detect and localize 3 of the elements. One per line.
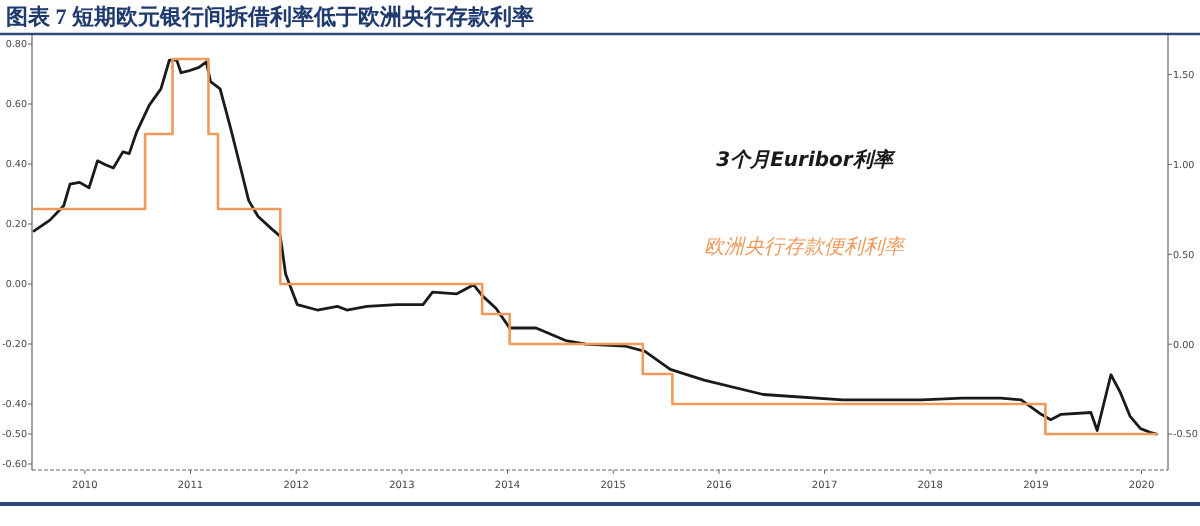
text: 欧洲央行存款便利利率 <box>704 234 907 259</box>
chart-title: 图表 7 短期欧元银行间拆借利率低于欧洲央行存款利率 <box>6 4 534 30</box>
text: 3个月Euribor利率 <box>716 147 897 172</box>
